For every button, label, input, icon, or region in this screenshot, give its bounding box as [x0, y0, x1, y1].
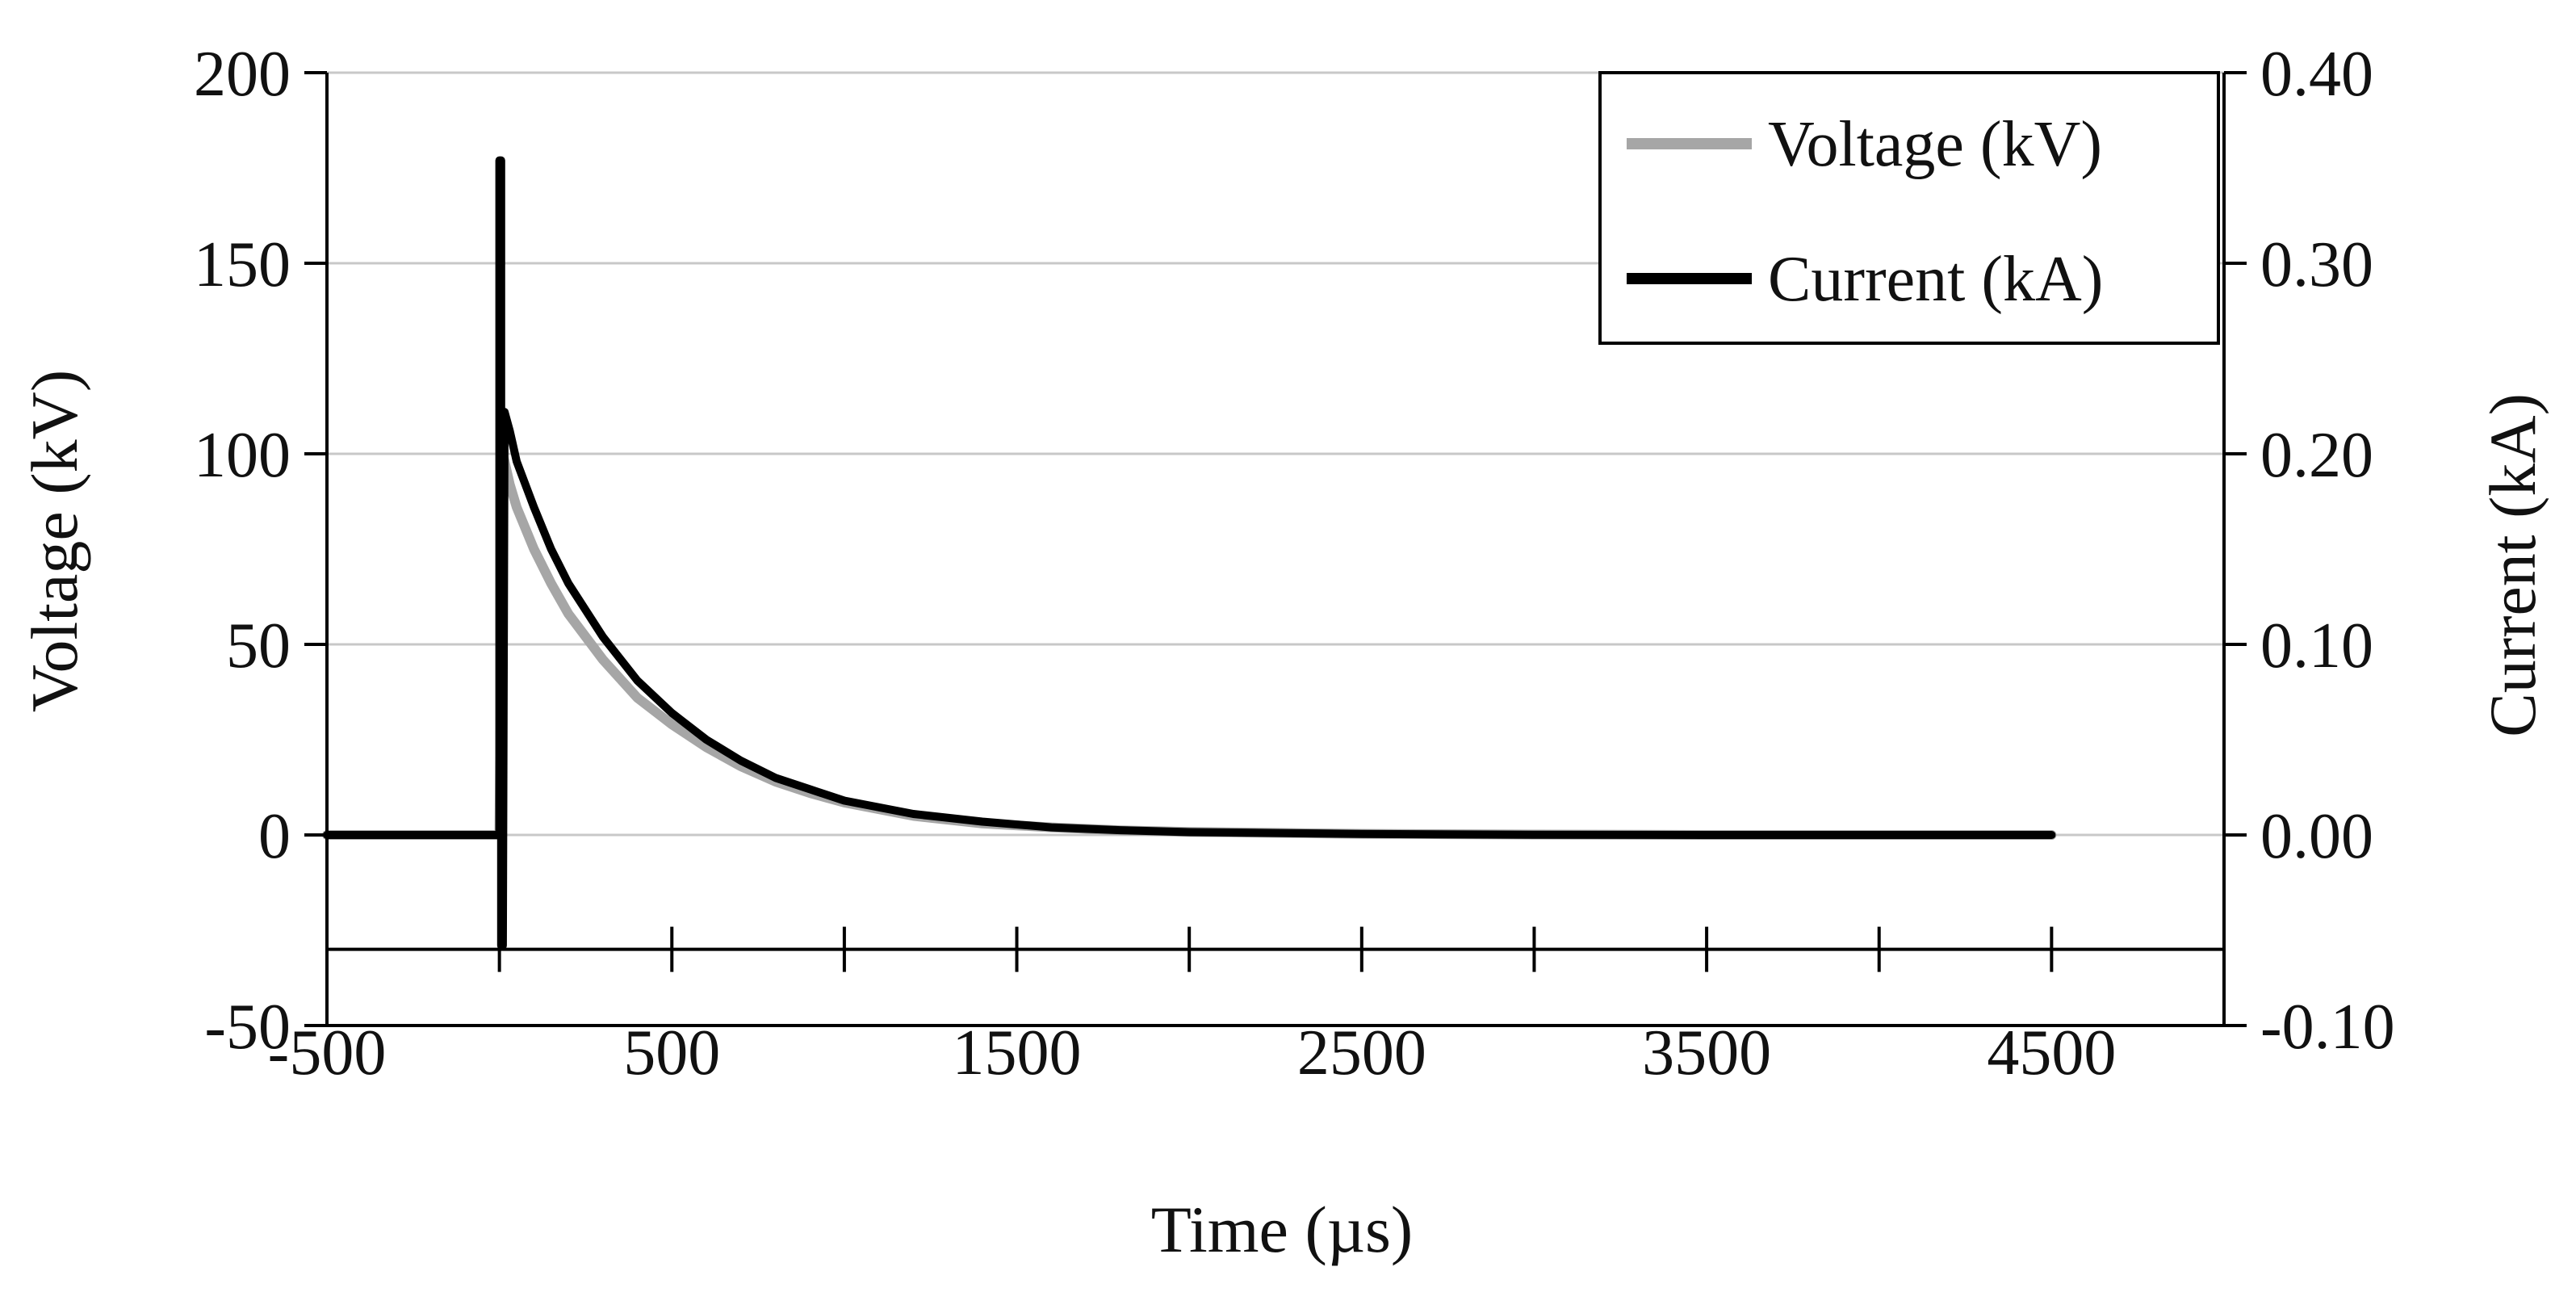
legend-label-voltage: Voltage (kV)	[1768, 109, 2102, 180]
y-tick-label-50: 50	[226, 610, 291, 682]
x-tick-label-1500: 1500	[953, 1017, 1082, 1089]
y2-axis-title: Current (kA)	[2476, 393, 2549, 737]
y-tick-label-200: 200	[194, 39, 291, 110]
x-tick-label--500: -500	[268, 1017, 387, 1089]
y-tick-label-100: 100	[194, 420, 291, 491]
x-tick-label-3500: 3500	[1642, 1017, 1771, 1089]
series-line-current	[323, 156, 2056, 950]
legend-label-current: Current (kA)	[1768, 244, 2103, 315]
x-tick-label-500: 500	[623, 1017, 720, 1089]
x-tick-label-4500: 4500	[1987, 1017, 2116, 1089]
tick-labels: -50050100150200-0.100.000.100.200.300.40…	[194, 39, 2395, 1089]
y2-tick-label-0.20: 0.20	[2260, 420, 2373, 491]
y-tick-label--50: -50	[204, 992, 291, 1063]
legend: Voltage (kV) Current (kA)	[1598, 71, 2220, 345]
y-axis-title: Voltage (kV)	[18, 370, 91, 712]
y2-tick-label--0.10: -0.10	[2260, 992, 2395, 1063]
y2-tick-label-0.30: 0.30	[2260, 229, 2373, 300]
y2-tick-label-0.10: 0.10	[2260, 610, 2373, 682]
series-layer	[322, 156, 2057, 950]
y-tick-label-150: 150	[194, 229, 291, 300]
y-tick-label-0: 0	[258, 801, 291, 872]
y2-tick-label-0.00: 0.00	[2260, 801, 2373, 872]
x-axis-title: Time (µs)	[1151, 1193, 1413, 1266]
x-tick-label-2500: 2500	[1297, 1017, 1426, 1089]
legend-box	[1598, 71, 2220, 345]
axes	[304, 71, 2247, 1027]
y2-tick-label-0.40: 0.40	[2260, 39, 2373, 110]
